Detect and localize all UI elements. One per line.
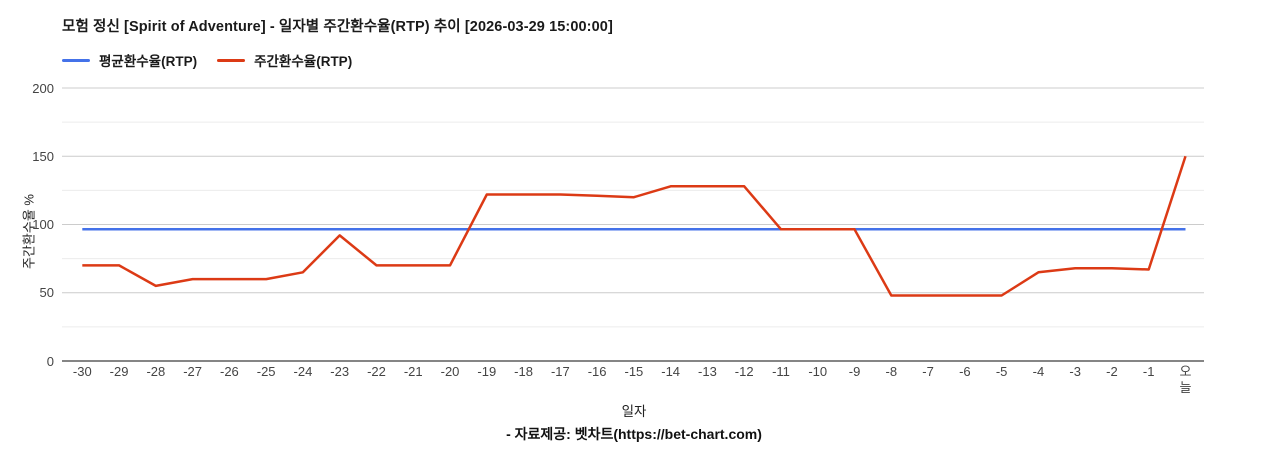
y-tick-label-200: 200 <box>32 80 54 96</box>
x-tick-label--12: -12 <box>734 364 754 379</box>
x-tick-label--2: -2 <box>1106 364 1118 379</box>
x-tick-label--11: -11 <box>772 364 790 379</box>
x-tick-label--21: -21 <box>403 364 423 379</box>
x-tick-label--15: -15 <box>624 364 644 379</box>
y-tick-label-100: 100 <box>32 217 54 232</box>
x-tick-label--29: -29 <box>109 364 129 379</box>
x-axis-title: 일자 <box>621 404 647 419</box>
x-tick-label--27: -27 <box>183 364 202 379</box>
major-gridlines <box>62 87 1204 294</box>
x-tick-label--30: -30 <box>72 364 92 379</box>
x-tick-label--4: -4 <box>1032 364 1045 379</box>
x-tick-label--25: -25 <box>256 364 276 379</box>
chart-legend: 평균환수율(RTP) 주간환수율(RTP) <box>62 50 352 70</box>
x-tick-label--17: -17 <box>550 364 570 379</box>
y-tick-label-0: 0 <box>46 353 54 369</box>
x-tick-label--1: -1 <box>1142 364 1155 379</box>
x-tick-label--14: -14 <box>661 364 681 379</box>
x-tick-label--26: -26 <box>219 364 239 379</box>
x-tick-label--23: -23 <box>330 364 350 379</box>
y-tick-label-150: 150 <box>32 148 54 164</box>
x-tick-label--3: -3 <box>1069 364 1081 379</box>
x-tick-label--6: -6 <box>959 364 971 379</box>
y-tick-label-50: 50 <box>39 285 54 301</box>
chart-title: 모험 정신 [Spirit of Adventure] - 일자별 주간환수율(… <box>62 19 613 35</box>
x-tick-label--16: -16 <box>587 364 607 379</box>
x-tick-label--24: -24 <box>293 364 313 379</box>
x-tick-label--7: -7 <box>922 364 934 379</box>
x-tick-label--22: -22 <box>367 364 386 379</box>
x-tick-label--9: -9 <box>848 364 861 379</box>
source-caption: - 자료제공: 벳차트(https://bet-chart.com) <box>506 426 762 442</box>
average-rtp-legend-label: 평균환수율(RTP) <box>99 54 198 69</box>
x-tick-label--18: -18 <box>514 364 533 379</box>
x-tick-label--13: -13 <box>698 364 717 379</box>
weekly-rtp-swatch <box>217 58 246 62</box>
minor-gridlines <box>62 121 1204 328</box>
weekly-rtp-line <box>82 155 1187 297</box>
weekly-rtp-legend-label: 주간환수율(RTP) <box>254 54 353 69</box>
legend-item-average-rtp: 평균환수율(RTP) <box>62 50 197 70</box>
x-tick-label--8: -8 <box>885 364 898 379</box>
x-tick-label--20: -20 <box>440 364 460 379</box>
legend-item-weekly-rtp: 주간환수율(RTP) <box>217 50 352 70</box>
x-tick-label--28: -28 <box>146 364 166 379</box>
x-tick-label--10: -10 <box>808 364 828 379</box>
x-tick-label--5: -5 <box>995 364 1008 379</box>
x-tick-label-오늘: 오늘 <box>1179 364 1192 395</box>
average-rtp-swatch <box>62 58 90 62</box>
x-tick-label--19: -19 <box>477 364 497 379</box>
